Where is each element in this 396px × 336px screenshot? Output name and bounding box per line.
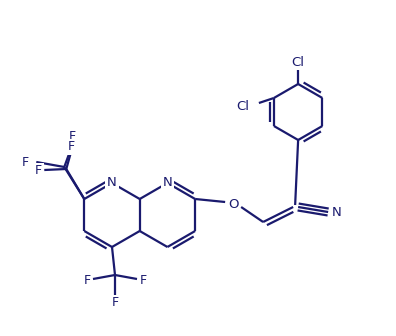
Text: F: F bbox=[35, 165, 42, 177]
Text: F: F bbox=[68, 140, 75, 154]
Text: F: F bbox=[22, 156, 29, 168]
Text: F: F bbox=[111, 296, 118, 309]
Text: F: F bbox=[69, 130, 76, 143]
Text: Cl: Cl bbox=[291, 55, 305, 69]
Text: F: F bbox=[84, 274, 91, 287]
Text: F: F bbox=[139, 274, 147, 287]
Text: N: N bbox=[331, 206, 341, 218]
Text: N: N bbox=[107, 176, 117, 190]
Text: N: N bbox=[162, 176, 172, 190]
Text: O: O bbox=[228, 198, 238, 210]
Text: Cl: Cl bbox=[236, 99, 249, 113]
